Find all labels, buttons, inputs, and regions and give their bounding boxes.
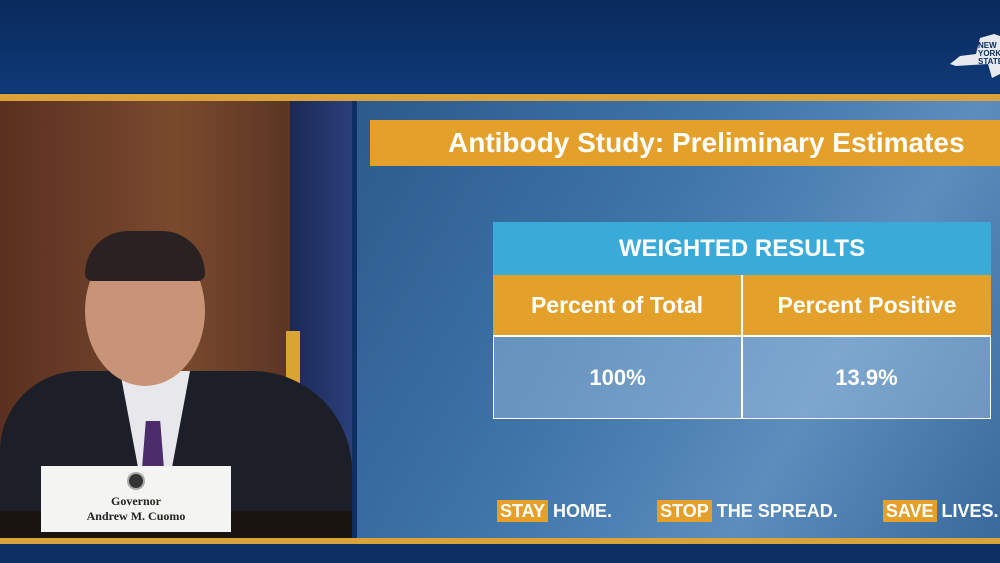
slogan-stay-home: STAY HOME. — [497, 500, 613, 522]
value-percent-total: 100% — [494, 336, 743, 418]
slogan-text: THE SPREAD. — [716, 501, 838, 521]
nameplate: Governor Andrew M. Cuomo — [41, 466, 231, 532]
slogan-highlight: STOP — [657, 500, 712, 522]
logo-text: NEW YORK STATE — [978, 41, 1000, 66]
table-row: 100% 13.9% — [493, 335, 991, 419]
slogan-highlight: SAVE — [882, 500, 937, 522]
new-york-state-logo: NEW YORK STATE — [948, 34, 1000, 80]
top-banner — [0, 0, 1000, 93]
nameplate-title: Governor — [111, 494, 161, 508]
slogan-bar: STAY HOME. STOP THE SPREAD. SAVE LIVES. — [497, 500, 999, 522]
results-table: WEIGHTED RESULTS Percent of Total Percen… — [493, 222, 991, 419]
bottom-banner — [0, 544, 1000, 563]
slogan-text: HOME. — [553, 501, 613, 521]
table-title: WEIGHTED RESULTS — [493, 222, 991, 275]
speaker-video: Governor Andrew M. Cuomo — [0, 101, 352, 538]
seal-icon — [127, 472, 145, 490]
gold-divider-bottom — [0, 538, 1000, 544]
presentation-slide: Antibody Study: Preliminary Estimates WE… — [357, 101, 1000, 538]
slogan-save-lives: SAVE LIVES. — [882, 500, 999, 522]
gold-divider-top — [0, 94, 1000, 101]
nameplate-name: Andrew M. Cuomo — [86, 509, 186, 523]
ny-state-shape-icon — [950, 34, 1000, 78]
slogan-stop-spread: STOP THE SPREAD. — [657, 500, 838, 522]
header-percent-positive: Percent Positive — [743, 275, 991, 335]
header-percent-total: Percent of Total — [493, 275, 743, 335]
speaker-hair — [85, 231, 205, 281]
slogan-highlight: STAY — [497, 500, 549, 522]
slide-title: Antibody Study: Preliminary Estimates — [370, 120, 1000, 166]
table-header-row: Percent of Total Percent Positive — [493, 275, 991, 335]
slogan-text: LIVES. — [941, 501, 999, 521]
value-percent-positive: 13.9% — [743, 336, 990, 418]
